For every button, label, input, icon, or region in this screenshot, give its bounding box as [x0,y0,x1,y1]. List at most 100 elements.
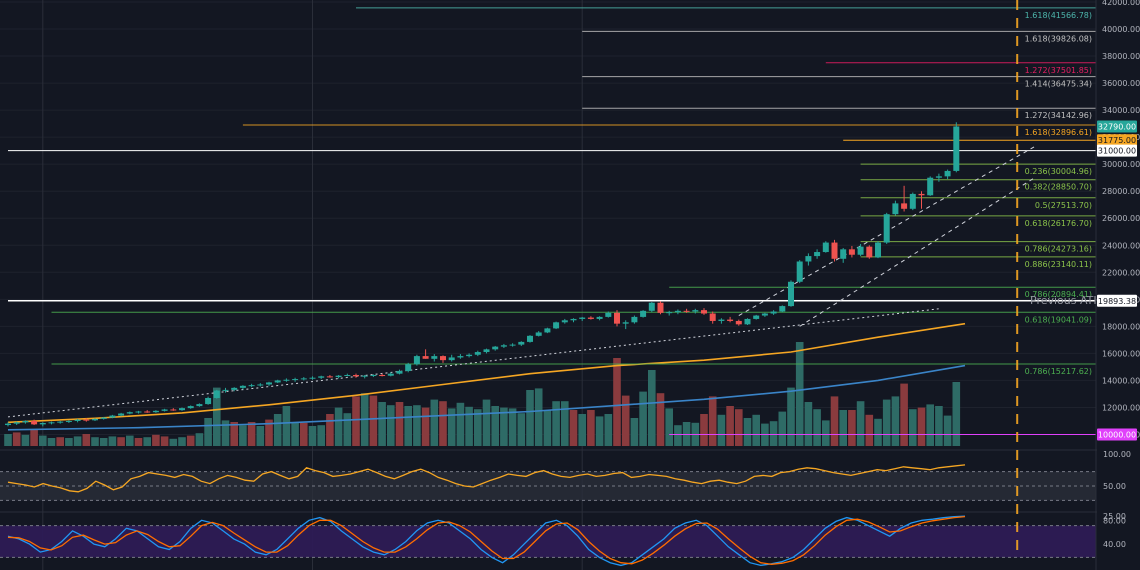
candle[interactable] [883,212,890,244]
candle[interactable] [222,387,229,393]
candle[interactable] [135,410,142,414]
candle[interactable] [718,318,725,324]
candle[interactable] [683,308,690,313]
candle[interactable] [57,420,64,424]
candle[interactable] [266,381,272,386]
candle[interactable] [518,341,525,346]
candle[interactable] [274,379,281,384]
candle[interactable] [500,343,507,348]
candle[interactable] [22,420,29,424]
candle[interactable] [170,408,177,411]
candle[interactable] [5,422,11,427]
candlesticks[interactable] [5,122,960,427]
candle[interactable] [909,192,916,211]
candle[interactable] [100,416,107,420]
candle[interactable] [152,410,159,413]
candle[interactable] [448,354,455,362]
candle[interactable] [814,249,821,259]
candle[interactable] [953,122,960,173]
candle[interactable] [161,408,168,412]
candle[interactable] [657,301,664,315]
candle[interactable] [796,260,803,284]
candle[interactable] [857,243,864,257]
candle[interactable] [622,320,629,330]
candle[interactable] [179,407,185,411]
candle[interactable] [31,419,38,426]
candle[interactable] [283,378,290,382]
candle[interactable] [701,308,707,315]
candle[interactable] [892,200,899,216]
candle[interactable] [666,310,673,316]
candle[interactable] [848,245,855,258]
candle[interactable] [509,343,516,347]
candle[interactable] [544,327,551,334]
candle[interactable] [605,311,612,318]
candle[interactable] [353,373,359,378]
candle[interactable] [118,412,125,417]
candle[interactable] [587,316,594,320]
candle[interactable] [205,396,212,405]
candle[interactable] [335,375,342,379]
candle[interactable] [387,372,394,377]
candle[interactable] [379,373,386,377]
candle[interactable] [39,422,46,427]
candle[interactable] [74,418,81,423]
candle[interactable] [944,169,951,180]
candle[interactable] [213,389,220,399]
candle[interactable] [535,331,542,337]
candle[interactable] [396,369,403,375]
candle[interactable] [231,387,238,392]
candle[interactable] [422,349,429,359]
candle[interactable] [935,173,942,182]
candle[interactable] [866,245,873,259]
candle[interactable] [709,311,716,324]
candle[interactable] [483,348,490,354]
candle[interactable] [648,302,655,313]
candle[interactable] [631,315,638,324]
candle[interactable] [553,321,560,330]
candle[interactable] [579,316,586,321]
candle[interactable] [927,176,934,196]
candle[interactable] [822,241,829,253]
candle[interactable] [805,253,812,266]
candle[interactable] [614,310,620,327]
price-axis[interactable]: 10000.00 12000.00 14000.00 16000.00 18000.00… [1097,0,1140,570]
candle[interactable] [770,310,777,315]
candle[interactable] [196,403,203,407]
candle[interactable] [674,309,681,315]
candle[interactable] [735,319,742,326]
candle[interactable] [901,185,908,212]
candle[interactable] [753,314,760,320]
candle[interactable] [344,373,351,377]
candle[interactable] [413,354,420,366]
candle[interactable] [257,383,264,387]
candle[interactable] [779,305,786,313]
candle[interactable] [292,377,299,382]
candle[interactable] [788,280,794,307]
candle[interactable] [248,383,255,388]
candle[interactable] [239,385,246,390]
candle[interactable] [318,375,325,380]
candle[interactable] [527,335,533,343]
candle[interactable] [831,239,838,262]
candle[interactable] [370,374,377,378]
stoch-rsi-panel[interactable]: 80.00 40.00 [0,511,1140,567]
candle[interactable] [692,308,699,314]
candle[interactable] [596,316,603,321]
candle[interactable] [561,318,568,324]
candle[interactable] [361,375,368,379]
candle[interactable] [300,377,307,381]
candle[interactable] [918,191,925,209]
candle[interactable] [65,420,72,423]
candle[interactable] [727,316,734,323]
candle[interactable] [13,421,20,426]
candle[interactable] [875,241,881,259]
candle[interactable] [83,418,90,422]
candle[interactable] [440,355,446,363]
candle[interactable] [326,375,333,378]
candle[interactable] [109,414,116,419]
candle[interactable] [187,405,194,409]
candle[interactable] [126,411,133,415]
candle[interactable] [309,376,316,380]
candle[interactable] [457,354,464,359]
